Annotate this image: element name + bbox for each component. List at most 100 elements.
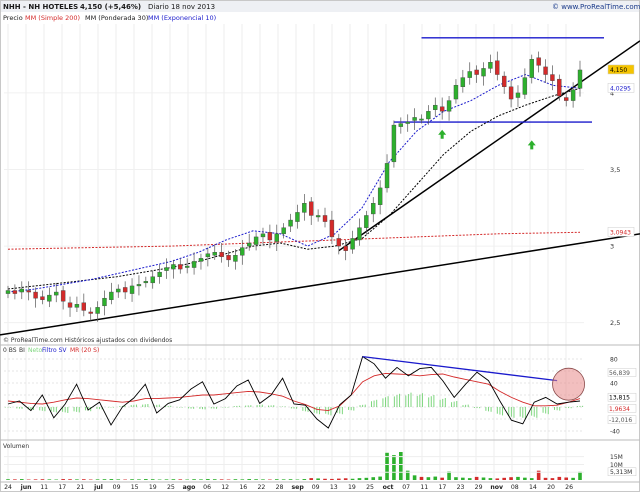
signal-line bbox=[7, 372, 581, 412]
volume-bar bbox=[116, 479, 121, 480]
vol-tag-box bbox=[607, 467, 637, 477]
volume-bar bbox=[199, 479, 203, 480]
x-axis-label: ago bbox=[183, 484, 196, 491]
volume-bar bbox=[405, 470, 410, 480]
price-tick-label: 3,5 bbox=[610, 166, 620, 174]
x-axis-label: 21 bbox=[76, 484, 84, 491]
candle-body bbox=[426, 111, 431, 120]
candle-body bbox=[129, 285, 135, 294]
candle-body bbox=[143, 281, 149, 284]
candle-body bbox=[557, 78, 562, 97]
volume-bar bbox=[516, 476, 520, 480]
osc-tick-label: -40 bbox=[610, 429, 620, 436]
candle-body bbox=[191, 261, 197, 268]
candle-body bbox=[501, 75, 507, 88]
volume-bar bbox=[6, 479, 10, 480]
candle-body bbox=[495, 60, 500, 75]
volume-bar bbox=[467, 478, 472, 480]
osc-tag-label: 13,815 bbox=[609, 395, 630, 402]
candle-body bbox=[577, 69, 583, 89]
legend-wma30: MM (Ponderada 30) bbox=[85, 14, 148, 22]
x-axis-label: 14 bbox=[529, 484, 537, 491]
candle-body bbox=[508, 86, 514, 100]
legend-price: Precio bbox=[3, 14, 23, 22]
candle-body bbox=[178, 264, 183, 270]
volume-bar bbox=[357, 478, 362, 480]
candle-body bbox=[184, 265, 190, 268]
candle-body bbox=[150, 276, 155, 284]
header-bar bbox=[1, 1, 639, 12]
osc-legend-mr: MR (20 S) bbox=[70, 347, 99, 354]
volume-bar bbox=[137, 479, 141, 480]
candle-body bbox=[391, 124, 397, 163]
volume-bar bbox=[350, 478, 355, 480]
volume-bar bbox=[212, 479, 217, 480]
candle-body bbox=[219, 252, 224, 258]
candle-body bbox=[453, 85, 459, 100]
price-tag-label: 3,0943 bbox=[610, 229, 631, 236]
volume-panel bbox=[4, 452, 584, 480]
volume-bar bbox=[102, 479, 107, 480]
volume-bar bbox=[454, 477, 458, 480]
price-tick-label: 3 bbox=[610, 243, 614, 251]
price-tag-label: 4,150 bbox=[610, 67, 627, 74]
volume-bar bbox=[399, 452, 403, 480]
candle-body bbox=[102, 297, 107, 307]
volume-bar bbox=[274, 479, 279, 480]
candle-body bbox=[536, 57, 541, 66]
candle-body bbox=[550, 74, 555, 81]
price-tick-label: 2,5 bbox=[610, 319, 620, 327]
volume-bar bbox=[254, 479, 258, 480]
x-axis-label: 15 bbox=[131, 484, 139, 491]
volume-bar bbox=[330, 478, 334, 480]
volume-bar bbox=[502, 477, 506, 480]
volume-bar bbox=[412, 475, 417, 480]
volume-bar bbox=[130, 479, 134, 480]
candle-body bbox=[460, 77, 466, 88]
legend-ema10: MM (Exponencial 10) bbox=[148, 14, 216, 22]
candle-body bbox=[60, 290, 66, 302]
highlight-circle bbox=[552, 367, 585, 401]
candle-body bbox=[122, 287, 128, 293]
candle-body bbox=[74, 304, 80, 308]
brand-label: © www.ProRealTime.com bbox=[552, 3, 640, 11]
axes: 43,532,54,1504,02953,0943806040200-20-40… bbox=[4, 64, 637, 491]
candle-body bbox=[364, 215, 369, 228]
x-axis-label: 23 bbox=[457, 484, 465, 491]
candle-body bbox=[136, 284, 142, 287]
osc-tag-box bbox=[607, 415, 637, 424]
volume-legend: Volumen bbox=[3, 443, 29, 450]
volume-bar bbox=[433, 476, 438, 480]
volume-bar bbox=[336, 478, 341, 480]
volume-bar bbox=[509, 477, 513, 480]
candle-body bbox=[433, 104, 438, 110]
volume-bar bbox=[378, 476, 382, 480]
price-tag-box bbox=[607, 64, 635, 75]
x-axis-label: 17 bbox=[58, 484, 66, 491]
candle-body bbox=[357, 227, 362, 241]
x-axis-label: jun bbox=[20, 484, 32, 491]
candle-body bbox=[54, 291, 59, 296]
osc-tag-label: -12,016 bbox=[609, 417, 632, 424]
volume-bar bbox=[474, 476, 479, 480]
volume-bar bbox=[240, 479, 245, 480]
candle-body bbox=[226, 255, 231, 261]
candle-body bbox=[467, 71, 472, 78]
volume-bar bbox=[323, 478, 327, 480]
osc-tag-box bbox=[607, 392, 637, 402]
volume-bar bbox=[309, 478, 314, 480]
x-axis-label: 08 bbox=[511, 484, 519, 491]
period-label: Diario bbox=[148, 3, 169, 11]
volume-bar bbox=[150, 479, 155, 480]
volume-bar bbox=[247, 479, 252, 480]
volume-bar bbox=[447, 471, 451, 480]
x-axis-label: 06 bbox=[203, 484, 211, 491]
x-axis-label: 11 bbox=[40, 484, 48, 491]
x-axis-label: 28 bbox=[276, 484, 284, 491]
candle-body bbox=[157, 271, 162, 277]
volume-bar bbox=[47, 479, 52, 480]
candle-body bbox=[315, 215, 321, 218]
candle-body bbox=[329, 219, 335, 238]
volume-bar bbox=[461, 477, 465, 480]
